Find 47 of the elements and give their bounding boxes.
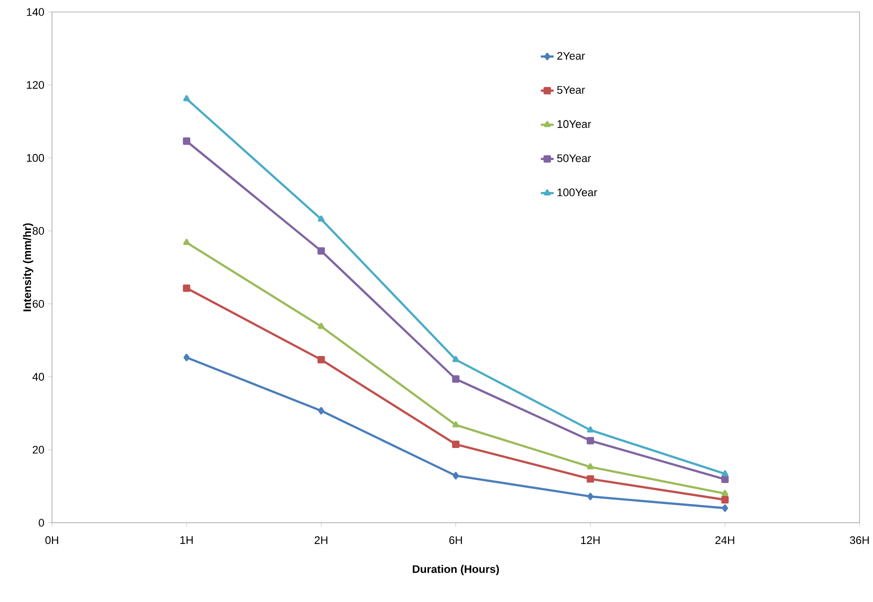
point (452, 440, 460, 448)
point (587, 492, 594, 500)
y-tick-label: 60 (32, 300, 44, 308)
legend-label: 2Year (557, 52, 585, 60)
y-tick-label: 140 (26, 8, 44, 16)
point (182, 138, 190, 145)
x-axis-title: Duration (Hours) (412, 565, 499, 576)
x-tick-label: 12H (581, 536, 600, 544)
x-tick-label: 6H (449, 536, 462, 544)
point (452, 472, 459, 480)
point (184, 354, 190, 362)
point (317, 356, 325, 364)
point (452, 375, 460, 383)
x-tick-label: 1H (180, 536, 193, 544)
y-tick-label: 20 (32, 446, 44, 454)
point (722, 490, 728, 496)
x-tick-label: 24H (715, 536, 734, 544)
legend-label: 50Year (557, 154, 592, 162)
point (317, 247, 325, 255)
point (586, 437, 594, 444)
point (452, 356, 460, 362)
point (587, 463, 594, 470)
point (587, 426, 594, 433)
point (318, 407, 324, 415)
point (722, 470, 728, 476)
legend-label: 5Year (557, 86, 585, 94)
point (452, 421, 460, 428)
y-tick-label: 0 (38, 519, 44, 527)
legend-label: 100Year (558, 188, 598, 196)
point (586, 475, 594, 483)
point (722, 504, 728, 512)
legend-label: 10Year (558, 120, 592, 128)
point (721, 496, 729, 504)
point (183, 95, 190, 102)
y-tick-label: 120 (26, 81, 44, 89)
point (318, 322, 325, 330)
y-tick-label: 100 (26, 154, 44, 162)
point (183, 239, 190, 246)
y-tick-label: 80 (32, 227, 44, 235)
point (721, 476, 729, 484)
y-tick-label: 40 (32, 373, 44, 381)
y-axis-title: Intensity (mm/hr) (22, 223, 34, 312)
point (318, 216, 325, 222)
x-tick-label: 0H (45, 536, 58, 544)
x-tick-label: 2H (314, 536, 328, 544)
x-tick-label: 36H (850, 536, 869, 544)
point (182, 284, 190, 292)
